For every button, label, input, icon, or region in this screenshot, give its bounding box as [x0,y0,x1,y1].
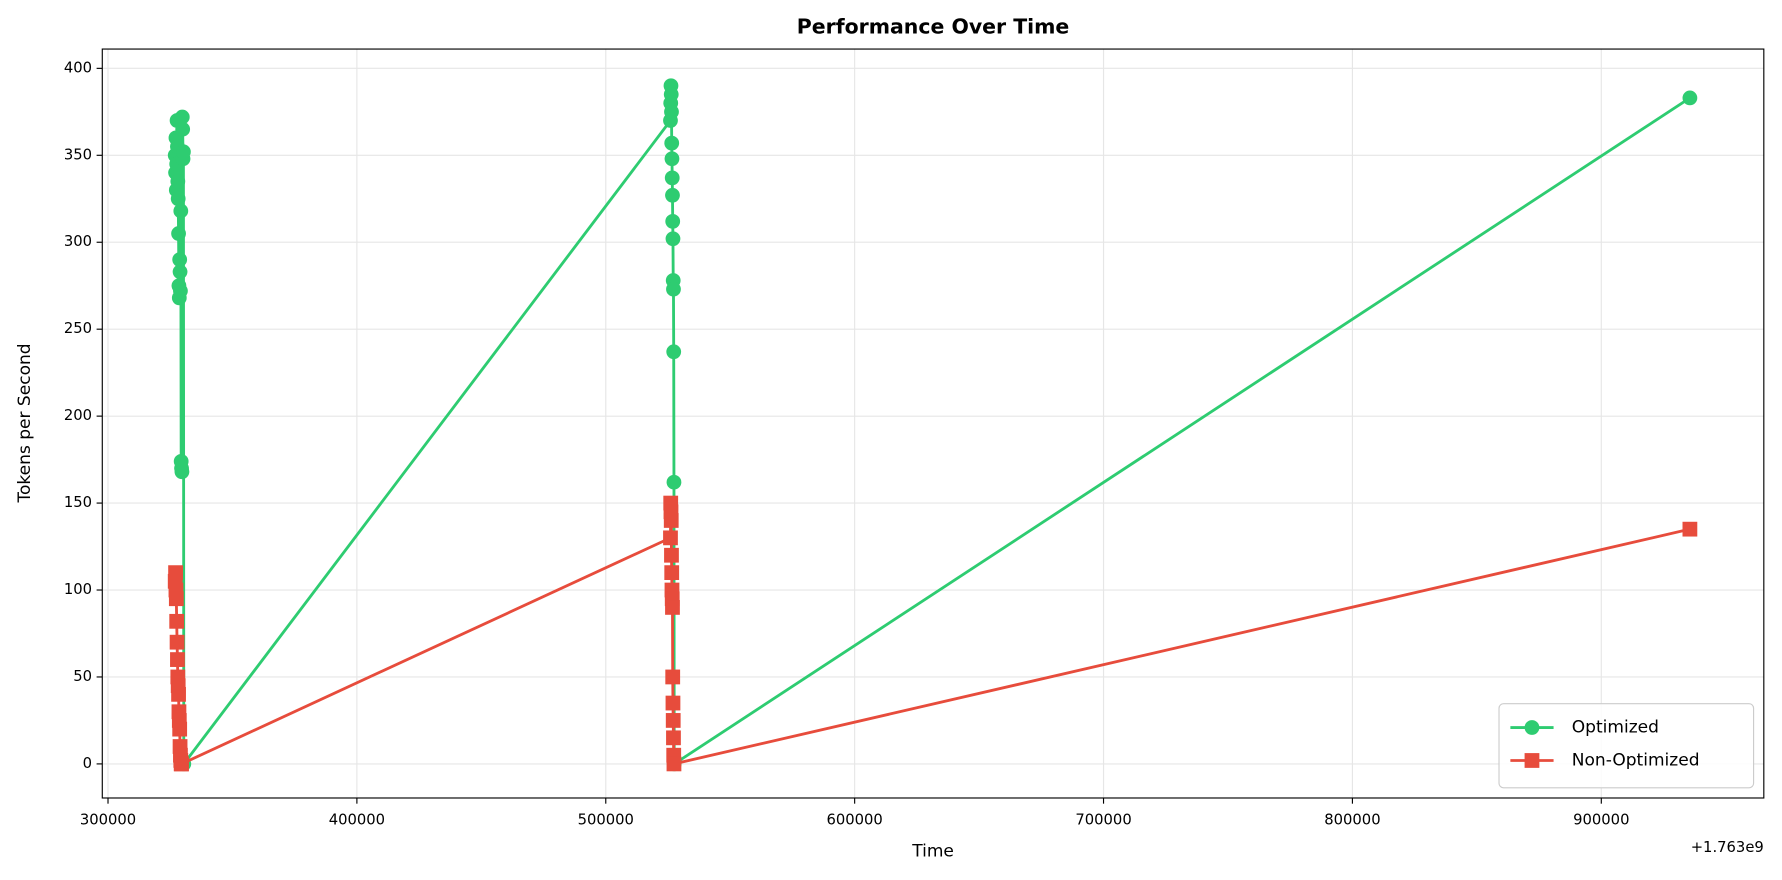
data-point [172,264,188,280]
x-tick-label: 500000 [578,812,634,829]
data-point [171,686,186,702]
data-point [666,756,682,772]
data-point [169,613,185,629]
axes-frame [101,48,1765,799]
data-point [168,565,183,581]
legend-label: Optimized [1572,718,1659,738]
data-point [665,669,681,685]
chart-title: Performance Over Time [797,14,1070,38]
data-point [168,591,184,607]
data-point [665,600,680,615]
data-point [663,513,679,528]
data-point [665,713,681,728]
data-point [664,151,680,167]
legend-box [1498,703,1755,789]
data-point [665,213,681,229]
x-tick-label: 800000 [1324,812,1380,829]
data-point [172,252,188,268]
data-point [664,565,680,581]
x-tick-label: 700000 [1075,812,1131,829]
y-axis-label: Tokens per Second [15,343,35,503]
y-tick-label: 0 [83,755,92,772]
x-tick-label: 600000 [826,812,882,829]
data-point [664,104,679,120]
data-point [171,226,186,241]
data-point [1682,521,1698,537]
data-point [665,187,680,203]
x-tick-label: 900000 [1573,812,1629,829]
data-point [666,730,681,746]
data-point [665,231,681,247]
x-axis-label: Time [911,841,954,861]
x-tick-label: 300000 [80,812,136,829]
legend: Optimized Non-Optimized [1498,703,1755,789]
y-tick-label: 100 [64,581,92,598]
series-line [173,503,1691,766]
data-point [174,109,190,125]
data-point [664,170,680,186]
legend-label: Non-Optimized [1572,750,1700,770]
data-point [666,474,682,490]
data-point [170,173,186,189]
data-point [170,191,186,207]
data-point [664,547,679,563]
y-tick-label: 50 [73,668,92,685]
data-point [666,344,682,360]
data-point [665,695,681,711]
data-point [173,283,188,299]
data-point [169,634,185,650]
y-tick-label: 400 [64,59,92,76]
y-tick-label: 150 [64,494,92,511]
x-tick-label: 400000 [329,812,385,829]
data-point [172,721,188,737]
y-tick-label: 300 [64,233,92,250]
data-point [176,144,191,160]
data-point [174,756,189,772]
data-point [170,652,185,667]
legend-marker [1524,753,1540,768]
y-tick-label: 250 [64,320,92,337]
data-point [666,281,681,297]
data-point [174,464,190,480]
data-point [663,530,678,546]
data-point [664,135,680,151]
data-point [1682,90,1698,106]
data-point [175,121,191,137]
y-tick-label: 350 [64,146,92,163]
data-point [663,87,679,102]
data-point [173,203,189,219]
x-offset-label: +1.763e9 [1691,839,1764,856]
legend-marker [1524,720,1540,735]
y-tick-label: 200 [64,407,92,424]
